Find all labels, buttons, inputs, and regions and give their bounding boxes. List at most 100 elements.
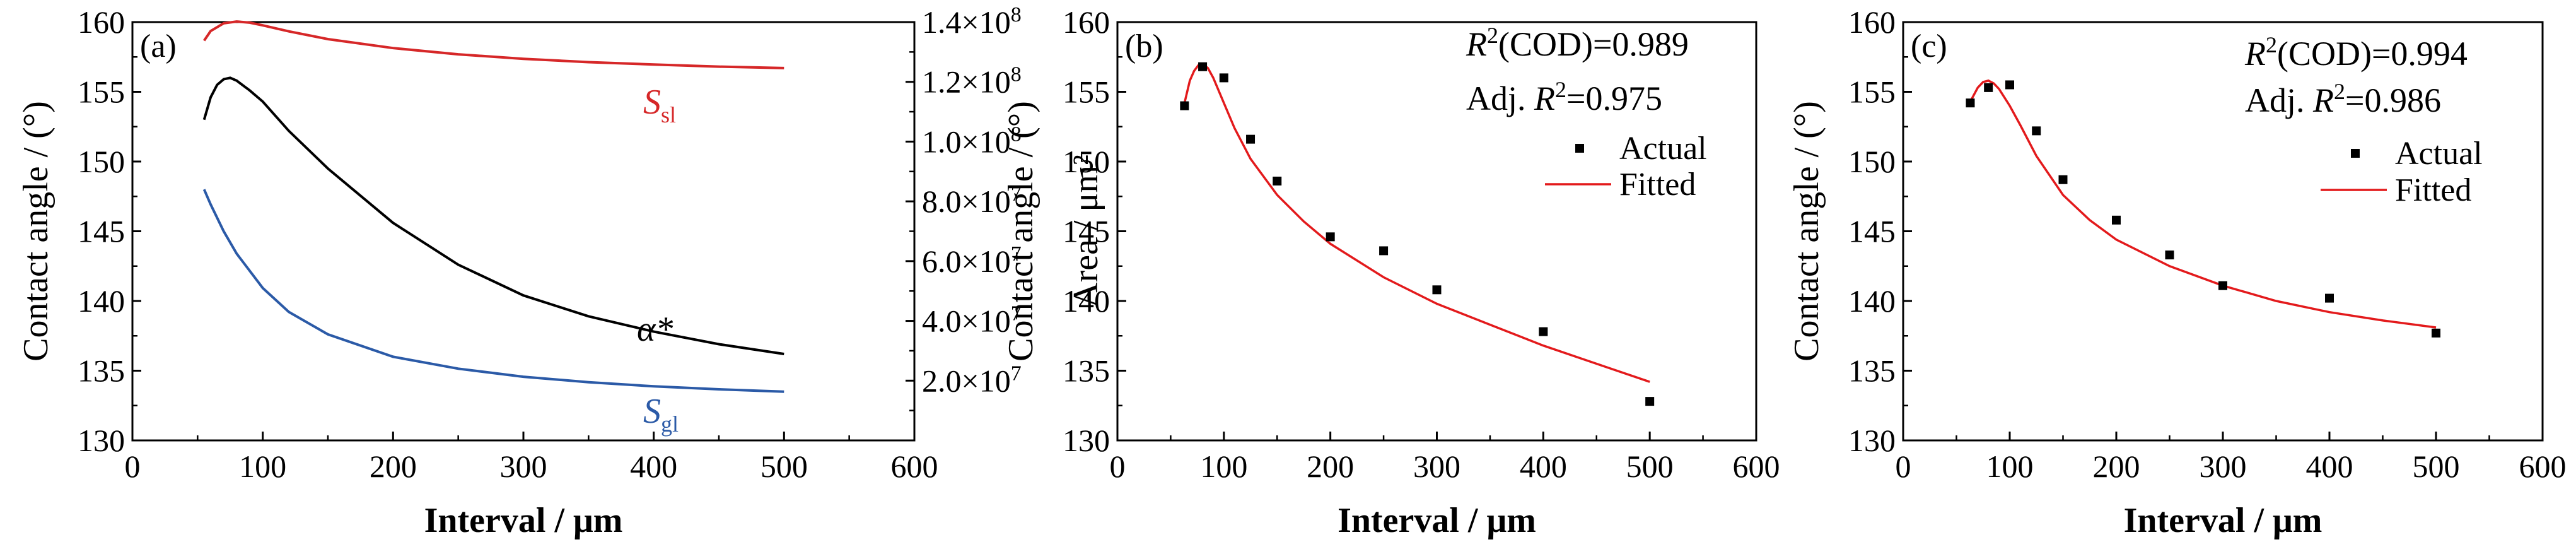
series-label-1: α* [637,310,673,349]
actual-point [1539,327,1548,336]
y-tick-label: 160 [1848,4,1896,40]
series-label-sub: sl [661,102,676,127]
actual-point [2112,215,2121,225]
y2-tick-label: 1.4×108 [922,3,1022,40]
actual-point [1273,176,1282,186]
actual-point [1966,98,1975,108]
y2-tick-times: ×10 [962,303,1011,339]
y-tick-label: 155 [78,74,125,110]
actual-point [1645,397,1655,406]
y-tick-label: 130 [1848,423,1896,458]
y-tick-label: 145 [78,214,125,249]
stat-cod: R2(COD)=0.994 [2244,32,2468,73]
stat-sup: 2 [2266,32,2277,57]
x-tick-label: 100 [1986,449,2034,484]
x-axis-label: Interval / μm [424,501,623,540]
panel-b: 0 100 200 300 400 500 600 130 135 140 145 150 155 160… [1001,4,1780,540]
actual-point [1379,246,1389,256]
y2-tick-label: 2.0×107 [922,362,1022,399]
stat-r: R [1534,80,1555,117]
y-tick-label: 130 [78,423,125,458]
stat-sup: 2 [2334,79,2345,104]
y-tick-label: 150 [78,144,125,179]
series-label-2: Sgl [643,392,679,437]
stat-value: =0.986 [2345,81,2441,119]
y2-tick-times: ×10 [962,244,1011,279]
x-tick-label: 300 [2200,449,2247,484]
y-tick-label: 155 [1063,74,1110,110]
panel-label: (b) [1125,28,1163,64]
x-tick-label: 500 [1626,449,1674,484]
stat-r: R [2244,35,2266,73]
y2-tick-exp: 7 [1011,182,1022,206]
actual-point [1326,232,1335,242]
x-tick-label: 0 [1896,449,1911,484]
y2-tick-times: ×10 [962,64,1011,100]
y-tick-label: 140 [1848,283,1896,319]
y2-tick-times: ×10 [962,124,1011,159]
stat-value: =0.975 [1566,80,1662,117]
y-tick-label: 135 [1063,353,1110,389]
series-line-1 [202,76,784,355]
stat-prefix: Adj. [1466,80,1534,117]
x-tick-label: 0 [125,449,141,484]
y2-tick-mantissa: 1.0 [922,124,962,159]
y-tick-label: 150 [1063,144,1110,179]
y-tick-label: 140 [78,283,125,319]
stat-r: R [2312,81,2334,119]
stat-r: R [1466,25,1487,63]
actual-point [2058,175,2068,184]
actual-point [2165,250,2174,260]
stat-adj: Adj. R2=0.975 [1466,77,1662,117]
actual-point [1432,285,1442,295]
y2-tick-label: 6.0×107 [922,242,1022,279]
x-axis-label: Interval / μm [2124,501,2322,540]
y-tick-label: 145 [1063,214,1110,249]
series-label-main: S [643,83,661,122]
x-tick-label: 300 [500,449,547,484]
panel-c: 0 100 200 300 400 500 600 130 135 140 145 150 155 160… [1787,4,2567,540]
y-tick-label: 140 [1063,283,1110,319]
actual-point [1246,134,1256,144]
actual-point [2325,293,2334,303]
stat-sup: 2 [1487,23,1498,48]
y2-tick-mantissa: 1.4 [922,4,962,40]
actual-point [2218,281,2227,290]
x-tick-label: 200 [2093,449,2140,484]
x-tick-label: 200 [370,449,417,484]
y-tick-label: 135 [1848,353,1896,389]
actual-point [2432,328,2440,338]
y2-tick-label: 1.2×108 [922,62,1022,100]
series-label-0: Ssl [643,83,676,127]
y2-tick-exp: 7 [1011,242,1022,265]
y2-tick-exp: 7 [1011,302,1022,325]
series-line-0 [203,20,784,69]
y2-tick-mantissa: 6.0 [922,244,962,279]
stat-value: (COD)=0.989 [1498,25,1689,63]
y2-tick-times: ×10 [962,4,1011,40]
x-tick-label: 100 [239,449,286,484]
y2-tick-mantissa: 8.0 [922,184,962,219]
x-tick-label: 400 [2306,449,2353,484]
y-tick-label: 160 [1063,4,1110,40]
y-axis-label: Contact angle / (°) [1787,101,1826,362]
legend-fitted-label: Fitted [1619,167,1696,203]
y-tick-label: 130 [1063,423,1110,458]
x-tick-label: 300 [1413,449,1460,484]
y2-tick-label: 1.0×108 [922,122,1022,160]
y2-tick-exp: 8 [1011,122,1022,146]
series-label-main: α* [637,310,673,349]
actual-point [1180,101,1189,110]
x-tick-label: 400 [1520,449,1567,484]
x-tick-label: 600 [1733,449,1780,484]
y2-tick-exp: 8 [1011,62,1022,86]
stat-value: (COD)=0.994 [2277,35,2468,73]
x-axis-label: Interval / μm [1338,501,1536,540]
y2-tick-exp: 7 [1011,362,1022,385]
legend-fitted-label: Fitted [2395,172,2471,208]
y2-tick-mantissa: 1.2 [922,64,962,100]
actual-point [1219,73,1228,83]
